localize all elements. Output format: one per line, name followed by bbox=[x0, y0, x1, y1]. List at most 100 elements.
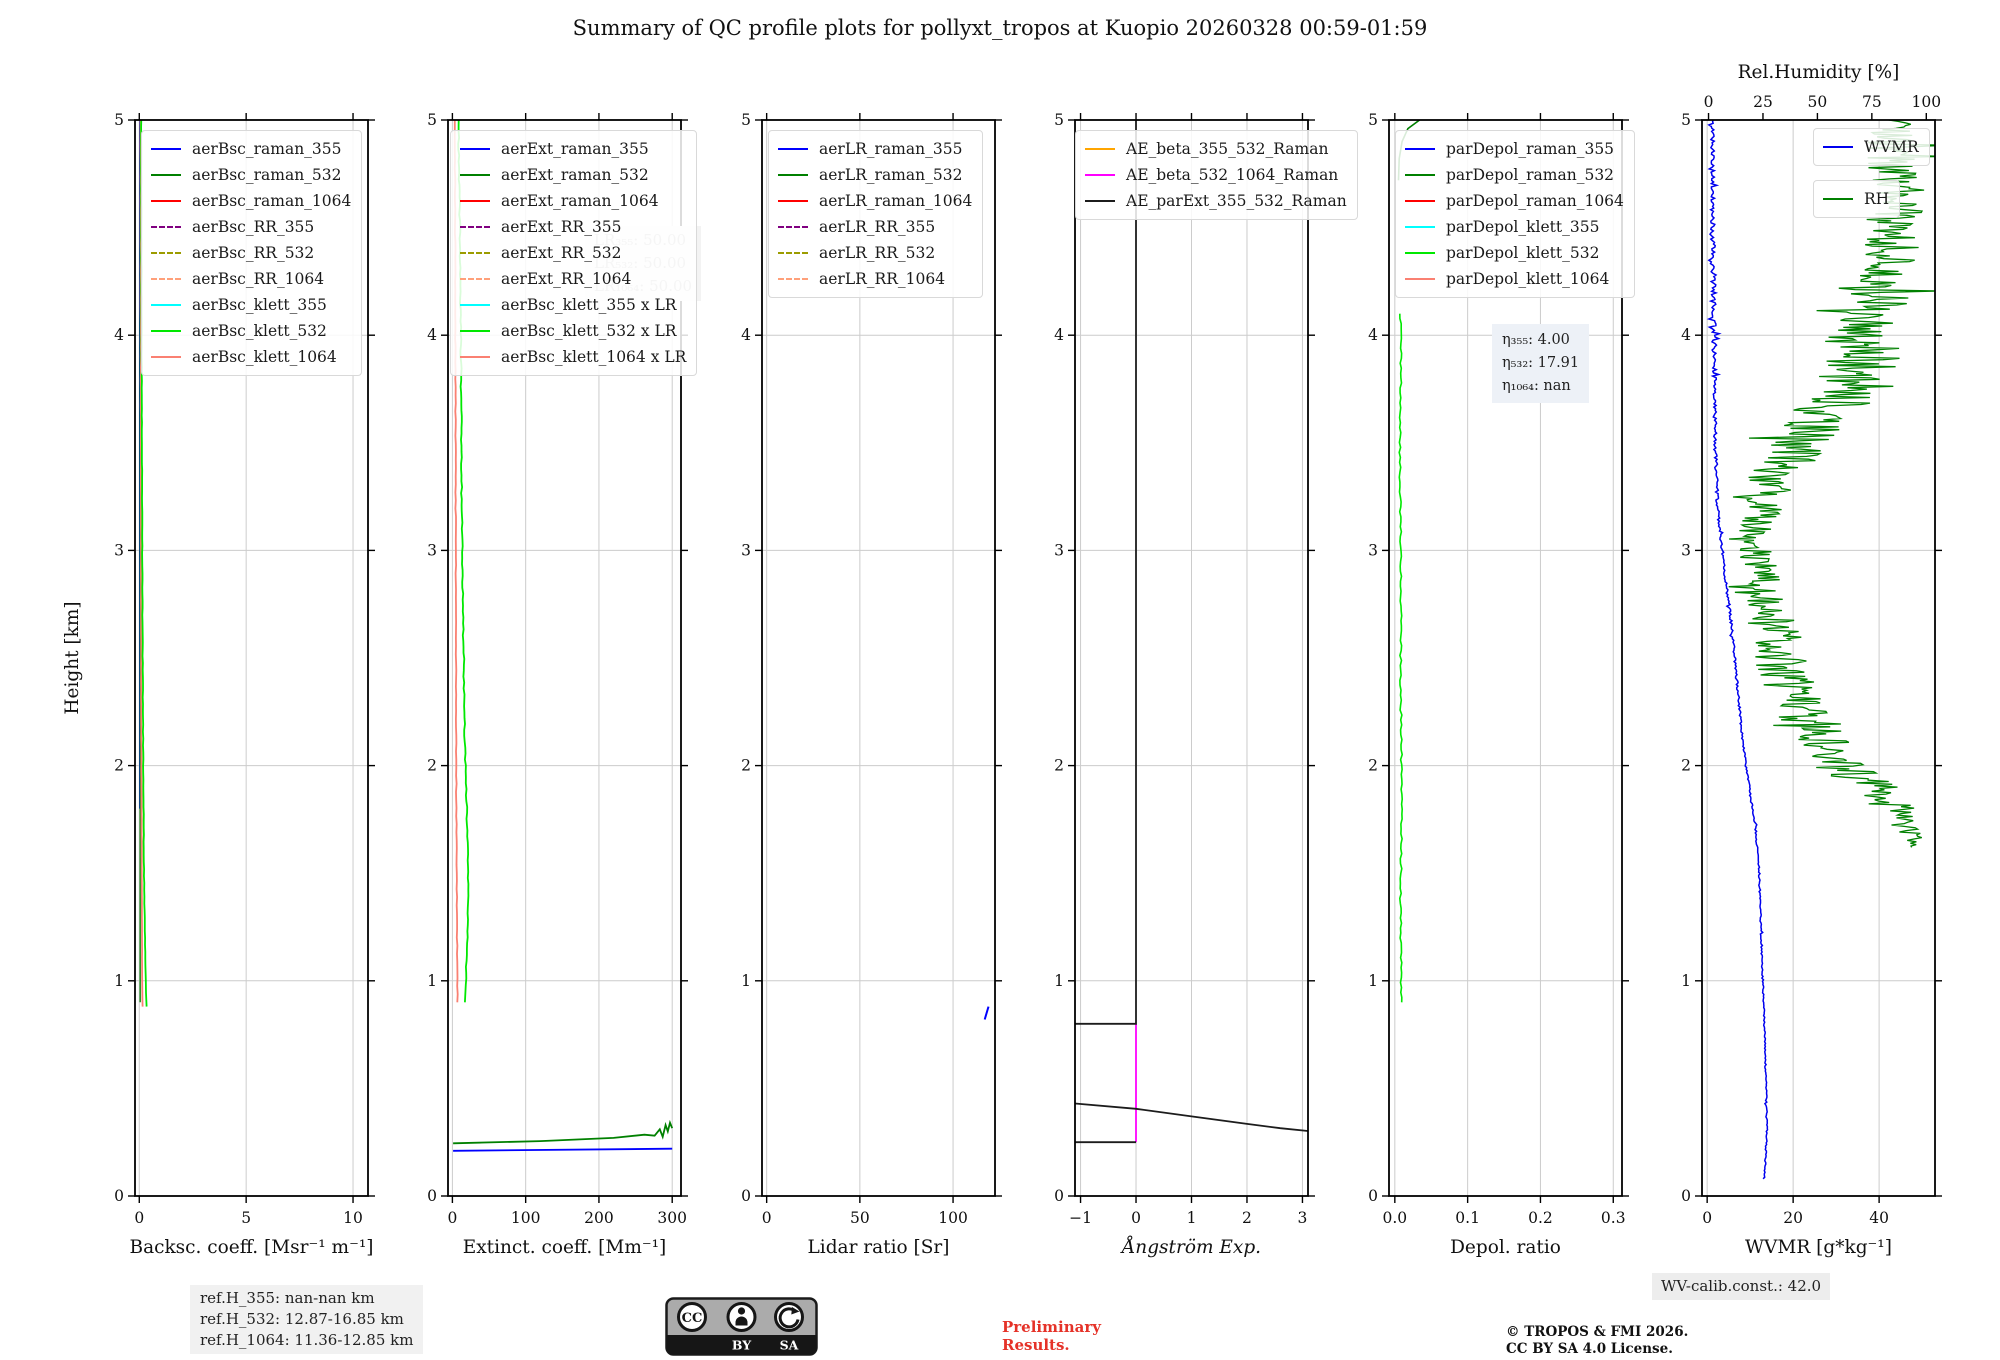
legend-line-sample bbox=[151, 200, 181, 202]
legend-line-sample bbox=[151, 330, 181, 332]
legend-item: aerLR_raman_355 bbox=[778, 136, 972, 162]
xtick-label: 2 bbox=[1242, 1209, 1252, 1227]
legend-depol: parDepol_raman_355 parDepol_raman_532 parD… bbox=[1395, 130, 1635, 298]
legend-label: aerBsc_raman_532 bbox=[192, 166, 342, 184]
cc-license-badge: CC BY SA bbox=[665, 1297, 818, 1356]
legend-item: AE_beta_532_1064_Raman bbox=[1085, 162, 1347, 188]
ref-h-355: ref.H_355: nan-nan km bbox=[200, 1289, 375, 1307]
xtick-label: 100 bbox=[511, 1209, 541, 1227]
legend-label: aerLR_raman_532 bbox=[819, 166, 963, 184]
legend-label: aerExt_raman_355 bbox=[501, 140, 649, 158]
legend-item: aerExt_RR_1064 bbox=[460, 266, 686, 292]
legend-line-sample bbox=[151, 278, 181, 280]
xlabel-wvmr_rh: WVMR [g*kg⁻¹] bbox=[1745, 1237, 1892, 1258]
legend-lidar-ratio: aerLR_raman_355 aerLR_raman_532 aerLR_rama… bbox=[768, 130, 984, 298]
xtick-label: 0 bbox=[134, 1209, 144, 1227]
legend-label: aerBsc_raman_1064 bbox=[192, 192, 352, 210]
legend-line-sample bbox=[778, 174, 808, 176]
wv-calib-value: WV-calib.const.: 42.0 bbox=[1661, 1277, 1822, 1295]
legend-line-sample bbox=[151, 356, 181, 358]
top-tick-label: 50 bbox=[1808, 93, 1828, 111]
legend-label: WVMR bbox=[1864, 138, 1919, 156]
xlabel-extinction: Extinct. coeff. [Mm⁻¹] bbox=[463, 1237, 667, 1258]
reference-height-box: ref.H_355: nan-nan km ref.H_532: 12.87-1… bbox=[190, 1285, 424, 1354]
legend-label: aerBsc_RR_355 bbox=[192, 218, 315, 236]
legend-line-sample bbox=[1405, 278, 1435, 280]
legend-label: aerBsc_RR_1064 bbox=[192, 270, 325, 288]
legend-item: aerBsc_RR_1064 bbox=[151, 266, 351, 292]
wv-calibration-box: WV-calib.const.: 42.0 bbox=[1652, 1273, 1831, 1300]
legend-label: parDepol_klett_532 bbox=[1446, 244, 1600, 262]
series-aerExt_raman_355 bbox=[453, 1147, 673, 1152]
legend-extinction: aerExt_raman_355 aerExt_raman_532 aerExt_r… bbox=[450, 130, 698, 376]
legend-label: AE_beta_355_532_Raman bbox=[1126, 140, 1329, 158]
xtick-label: 1 bbox=[1187, 1209, 1197, 1227]
legend-item: aerBsc_raman_355 bbox=[151, 136, 351, 162]
xtick-label: 50 bbox=[850, 1209, 870, 1227]
ytick-label: 4 bbox=[1054, 326, 1064, 344]
xtick-label: 300 bbox=[657, 1209, 687, 1227]
ytick-label: 4 bbox=[741, 326, 751, 344]
legend-item: aerExt_raman_1064 bbox=[460, 188, 686, 214]
legend-label: aerLR_RR_1064 bbox=[819, 270, 946, 288]
eta-values-box: η₃₅₅: 4.00 η₅₃₂: 17.91 η₁₀₆₄: nan bbox=[1492, 324, 1590, 403]
legend-backscatter: aerBsc_raman_355 aerBsc_raman_532 aerBsc_r… bbox=[141, 130, 363, 376]
xtick-label: 3 bbox=[1298, 1209, 1308, 1227]
legend-line-sample bbox=[778, 278, 808, 280]
ytick-label: 3 bbox=[427, 541, 437, 559]
xtick-label: −1 bbox=[1069, 1209, 1092, 1227]
by-label: BY bbox=[732, 1338, 752, 1353]
ytick-label: 2 bbox=[741, 757, 751, 775]
legend-item: parDepol_raman_355 bbox=[1405, 136, 1624, 162]
legend-item: aerBsc_RR_532 bbox=[151, 240, 351, 266]
legend-label: aerExt_raman_1064 bbox=[501, 192, 659, 210]
copyright-line: © TROPOS & FMI 2026. bbox=[1506, 1324, 1689, 1340]
ytick-label: 3 bbox=[741, 541, 751, 559]
legend-label: aerLR_raman_355 bbox=[819, 140, 963, 158]
legend-angstrom: AE_beta_355_532_Raman AE_beta_532_1064_Ra… bbox=[1075, 130, 1358, 220]
legend-item: aerExt_RR_532 bbox=[460, 240, 686, 266]
legend-line-sample bbox=[460, 278, 490, 280]
ref-h-532: ref.H_532: 12.87-16.85 km bbox=[200, 1310, 404, 1328]
xlabel-backscatter: Backsc. coeff. [Msr⁻¹ m⁻¹] bbox=[129, 1237, 373, 1258]
top-tick-label: 0 bbox=[1704, 93, 1714, 111]
legend-item: parDepol_raman_1064 bbox=[1405, 188, 1624, 214]
person-icon-body bbox=[735, 1316, 748, 1326]
xtick-label: 0.3 bbox=[1601, 1209, 1626, 1227]
ytick-label: 1 bbox=[1681, 972, 1691, 990]
xtick-label: 100 bbox=[938, 1209, 968, 1227]
legend-label: parDepol_klett_355 bbox=[1446, 218, 1600, 236]
legend-line-sample bbox=[1085, 148, 1115, 150]
legend-label: aerBsc_klett_1064 bbox=[192, 348, 337, 366]
legend-line-sample bbox=[1405, 174, 1435, 176]
ytick-label: 0 bbox=[114, 1187, 124, 1205]
legend-item: aerBsc_klett_355 bbox=[151, 292, 351, 318]
xtick-label: 10 bbox=[343, 1209, 363, 1227]
legend-line-sample bbox=[778, 148, 808, 150]
share-alike-icon bbox=[778, 1307, 800, 1329]
series-RH bbox=[1728, 120, 1935, 848]
ytick-label: 5 bbox=[114, 111, 124, 129]
legend-item: aerBsc_raman_1064 bbox=[151, 188, 351, 214]
legend-item: aerBsc_klett_532 bbox=[151, 318, 351, 344]
legend-item: aerBsc_raman_532 bbox=[151, 162, 351, 188]
sa-label: SA bbox=[780, 1338, 799, 1353]
legend-item: parDepol_klett_532 bbox=[1405, 240, 1624, 266]
top-tick-label: 25 bbox=[1753, 93, 1773, 111]
legend-label: AE_beta_532_1064_Raman bbox=[1126, 166, 1339, 184]
legend-label: aerExt_RR_532 bbox=[501, 244, 622, 262]
series-aerExt_raman_532 bbox=[453, 1119, 674, 1145]
series-AE_parExt_355_532_Raman bbox=[1075, 1102, 1308, 1132]
plot-frame-lidar_ratio bbox=[761, 119, 996, 1197]
legend-label: aerLR_raman_1064 bbox=[819, 192, 973, 210]
legend-line-sample bbox=[460, 200, 490, 202]
ytick-label: 3 bbox=[1368, 541, 1378, 559]
plot-frame-depol_ratio bbox=[1388, 119, 1623, 1197]
legend-line-sample bbox=[460, 148, 490, 150]
legend-line-sample bbox=[460, 252, 490, 254]
series-AE_parExt_355_532_Raman bbox=[1075, 120, 1137, 1025]
legend-label: aerBsc_klett_355 x LR bbox=[501, 296, 677, 314]
series-parDepol_klett_532 bbox=[1398, 313, 1404, 1003]
legend-line-sample bbox=[778, 252, 808, 254]
